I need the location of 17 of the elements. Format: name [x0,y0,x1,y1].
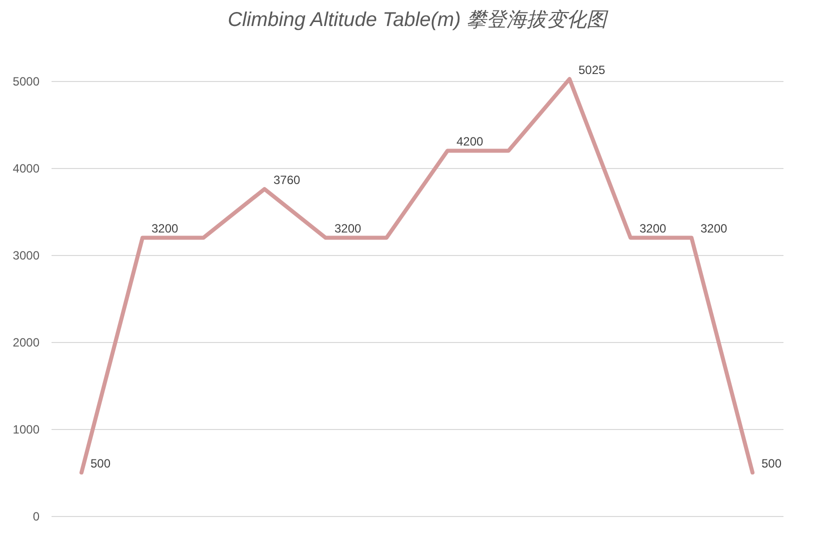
y-tick-label: 4000 [12,162,40,176]
data-label: 5025 [578,63,606,77]
y-tick-label: 5000 [12,74,40,89]
data-label: 3200 [700,222,728,236]
y-tick-label: 3000 [12,248,40,263]
y-tick-label: 1000 [12,422,40,437]
data-label: 3200 [640,222,667,236]
y-tick-label: 2000 [12,336,40,350]
y-tick-label: 0 [32,510,40,524]
data-label: 3760 [274,173,301,188]
data-label: 3200 [334,222,362,236]
data-label: 3200 [152,222,179,236]
data-label: 4200 [456,134,484,149]
data-label: 500 [90,456,111,471]
line-series [80,77,754,475]
chart-title: Climbing Altitude Table(m) 攀登海拔变化图 [228,9,608,31]
data-label: 500 [762,456,782,471]
